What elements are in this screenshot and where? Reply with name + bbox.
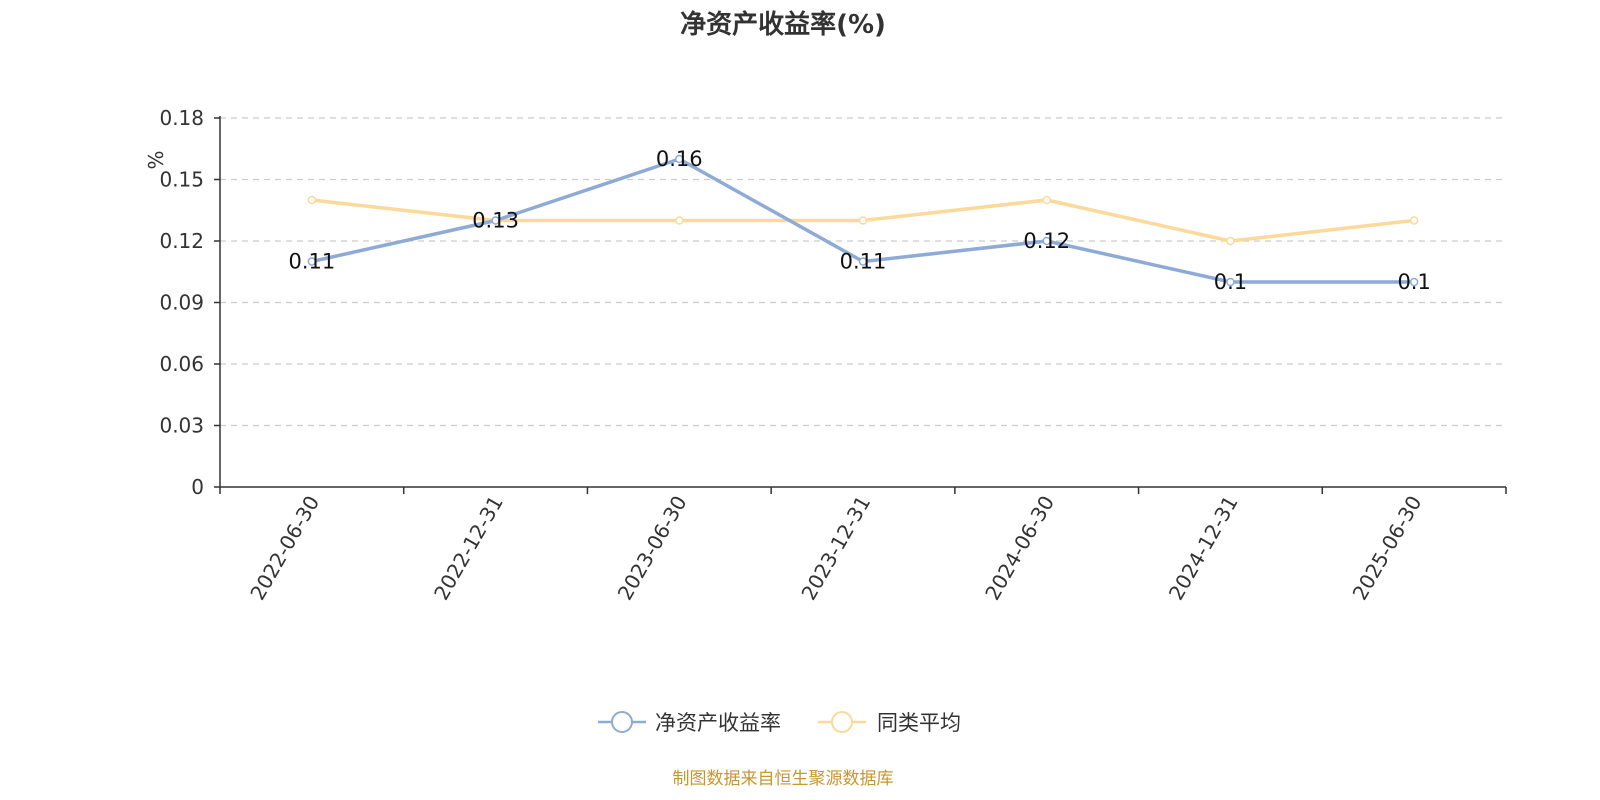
- data-point: [1226, 236, 1235, 246]
- x-tick-label: 2023-06-30: [613, 492, 692, 605]
- x-tick-label: 2022-12-31: [429, 491, 508, 604]
- legend-item[interactable]: 同类平均: [818, 711, 961, 735]
- x-tick-label: 2024-12-31: [1164, 492, 1243, 605]
- data-point: [307, 195, 317, 205]
- data-point: [1042, 236, 1051, 246]
- source-note: 制图数据来自恒生聚源数据库: [672, 769, 894, 789]
- x-tick-label: 2025-06-30: [1348, 492, 1427, 605]
- data-point: [491, 216, 500, 225]
- data-label: 0.11: [840, 250, 887, 274]
- series-lines: [307, 154, 1419, 287]
- y-tick-label: 0: [191, 475, 204, 499]
- y-tick-label: 0.18: [159, 106, 204, 130]
- data-point: [1409, 216, 1419, 225]
- y-tick-label: 0.06: [159, 352, 204, 376]
- data-label: 0.1: [1397, 270, 1430, 294]
- data-point: [675, 216, 684, 225]
- y-axis-label: %: [144, 150, 168, 169]
- legend[interactable]: 净资产收益率 同类平均: [598, 711, 961, 735]
- data-labels: 0.11 0.13 0.16 0.11 0.12 0.1 0.1: [288, 147, 1430, 294]
- data-label: 0.1: [1214, 270, 1247, 294]
- data-point: [1226, 277, 1235, 287]
- x-tick-label: 2023-12-31: [796, 492, 875, 605]
- legend-swatch-marker: [611, 711, 633, 733]
- y-tick-label: 0.15: [159, 168, 204, 192]
- x-tick-label: 2024-06-30: [980, 492, 1059, 605]
- data-point: [858, 257, 868, 266]
- y-tick-label: 0.03: [159, 414, 204, 438]
- data-label: 0.13: [472, 209, 519, 233]
- data-label: 0.11: [288, 250, 335, 274]
- legend-swatch-marker: [831, 711, 853, 733]
- data-label: 0.16: [656, 147, 703, 171]
- data-point: [307, 257, 317, 266]
- y-tick-label: 0.09: [159, 291, 204, 315]
- data-label: 0.12: [1023, 229, 1070, 253]
- legend-label: 同类平均: [877, 711, 961, 735]
- x-tick-label: 2022-06-30: [245, 492, 324, 605]
- chart-title: 净资产收益率(%): [680, 10, 886, 40]
- data-point: [858, 216, 868, 225]
- legend-label: 净资产收益率: [655, 711, 781, 735]
- data-point: [1042, 195, 1051, 205]
- data-point: [1409, 277, 1419, 287]
- legend-item[interactable]: 净资产收益率: [598, 711, 781, 735]
- y-tick-label: 0.12: [159, 229, 204, 253]
- grid-lines: [220, 117, 1506, 427]
- axes: 0 0.03 0.06 0.09 0.12 0.15 0.18 2022-06-30 2022-…: [159, 106, 1507, 605]
- data-point: [675, 154, 684, 164]
